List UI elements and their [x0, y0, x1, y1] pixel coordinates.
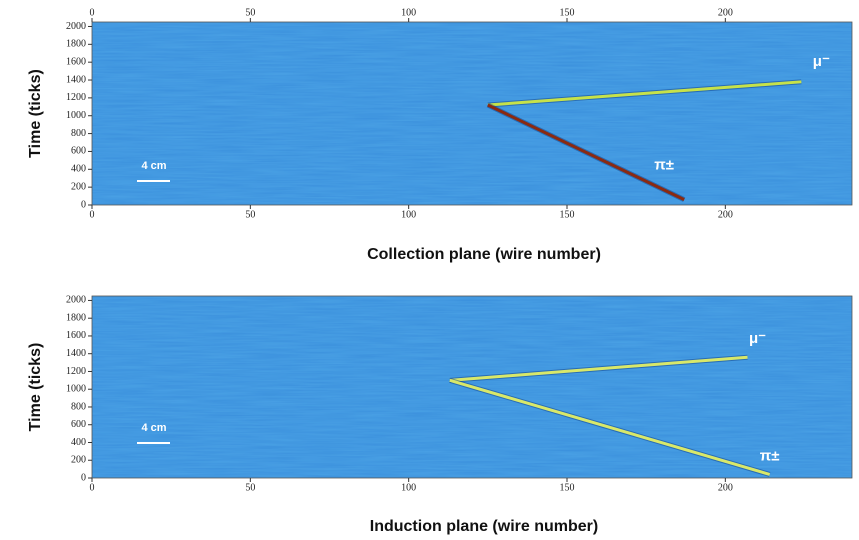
track-label: μ⁻ — [813, 53, 830, 70]
y-axis-label: Time (ticks) — [27, 69, 44, 158]
track-label: π± — [760, 447, 780, 464]
y-tick-label: 0 — [81, 472, 86, 483]
x-top-tick-label: 100 — [401, 7, 416, 18]
x-tick-label: 100 — [401, 482, 416, 493]
x-top-tick-label: 0 — [90, 7, 95, 18]
y-tick-label: 1600 — [66, 56, 86, 67]
y-tick-label: 400 — [71, 437, 86, 448]
scale-bar-label: 4 cm — [141, 422, 166, 434]
y-axis-label: Time (ticks) — [27, 343, 44, 432]
x-top-tick-label: 200 — [718, 7, 733, 18]
plot-noise — [92, 22, 852, 205]
y-tick-label: 400 — [71, 164, 86, 175]
x-top-tick-label: 150 — [560, 7, 575, 18]
y-tick-label: 200 — [71, 181, 86, 192]
x-axis-label: Collection plane (wire number) — [367, 246, 601, 263]
y-tick-label: 2000 — [66, 295, 86, 306]
y-tick-label: 600 — [71, 146, 86, 157]
y-tick-label: 1200 — [66, 366, 86, 377]
y-tick-label: 1200 — [66, 92, 86, 103]
y-tick-label: 1800 — [66, 39, 86, 50]
x-tick-label: 0 — [90, 482, 95, 493]
figure: 0050501001001501502002000200400600800100… — [0, 0, 859, 540]
y-tick-label: 1600 — [66, 330, 86, 341]
y-tick-label: 1000 — [66, 110, 86, 121]
x-top-tick-label: 50 — [245, 7, 255, 18]
y-tick-label: 1800 — [66, 312, 86, 323]
y-tick-label: 200 — [71, 455, 86, 466]
x-tick-label: 0 — [90, 209, 95, 220]
track-label: μ⁻ — [749, 330, 766, 347]
x-tick-label: 100 — [401, 209, 416, 220]
x-axis-label: Induction plane (wire number) — [370, 518, 598, 535]
y-tick-label: 1400 — [66, 74, 86, 85]
y-tick-label: 800 — [71, 401, 86, 412]
x-tick-label: 200 — [718, 482, 733, 493]
track-label: π± — [654, 157, 674, 174]
x-tick-label: 200 — [718, 209, 733, 220]
x-tick-label: 150 — [560, 209, 575, 220]
y-tick-label: 600 — [71, 419, 86, 430]
scale-bar-label: 4 cm — [141, 160, 166, 172]
y-tick-label: 1000 — [66, 384, 86, 395]
y-tick-label: 1400 — [66, 348, 86, 359]
x-tick-label: 50 — [245, 482, 255, 493]
x-tick-label: 150 — [560, 482, 575, 493]
x-tick-label: 50 — [245, 209, 255, 220]
y-tick-label: 800 — [71, 128, 86, 139]
y-tick-label: 0 — [81, 199, 86, 210]
y-tick-label: 2000 — [66, 21, 86, 32]
